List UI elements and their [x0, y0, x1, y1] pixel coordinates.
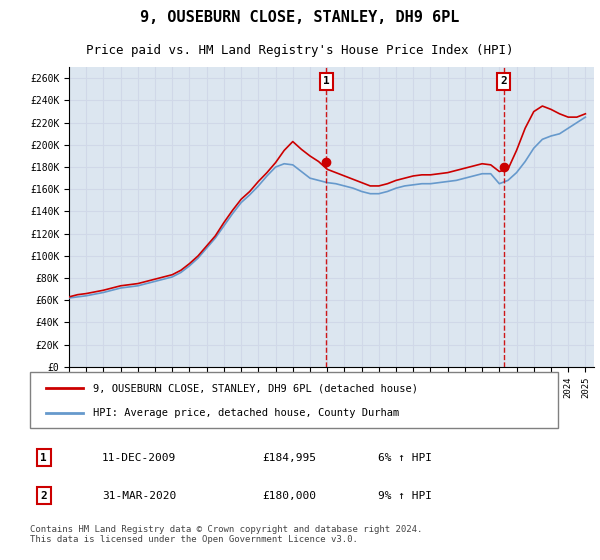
Text: 1: 1: [40, 452, 47, 463]
Text: 2: 2: [500, 76, 507, 86]
Text: £184,995: £184,995: [262, 452, 316, 463]
Text: 11-DEC-2009: 11-DEC-2009: [102, 452, 176, 463]
Text: 31-MAR-2020: 31-MAR-2020: [102, 491, 176, 501]
Text: 9% ↑ HPI: 9% ↑ HPI: [378, 491, 432, 501]
FancyBboxPatch shape: [30, 372, 558, 428]
Text: 1: 1: [323, 76, 330, 86]
Text: 9, OUSEBURN CLOSE, STANLEY, DH9 6PL (detached house): 9, OUSEBURN CLOSE, STANLEY, DH9 6PL (det…: [94, 383, 418, 393]
Text: 2: 2: [40, 491, 47, 501]
Text: £180,000: £180,000: [262, 491, 316, 501]
Text: HPI: Average price, detached house, County Durham: HPI: Average price, detached house, Coun…: [94, 408, 400, 418]
Text: 6% ↑ HPI: 6% ↑ HPI: [378, 452, 432, 463]
Text: Contains HM Land Registry data © Crown copyright and database right 2024.
This d: Contains HM Land Registry data © Crown c…: [30, 525, 422, 544]
Text: Price paid vs. HM Land Registry's House Price Index (HPI): Price paid vs. HM Land Registry's House …: [86, 44, 514, 57]
Text: 9, OUSEBURN CLOSE, STANLEY, DH9 6PL: 9, OUSEBURN CLOSE, STANLEY, DH9 6PL: [140, 10, 460, 25]
